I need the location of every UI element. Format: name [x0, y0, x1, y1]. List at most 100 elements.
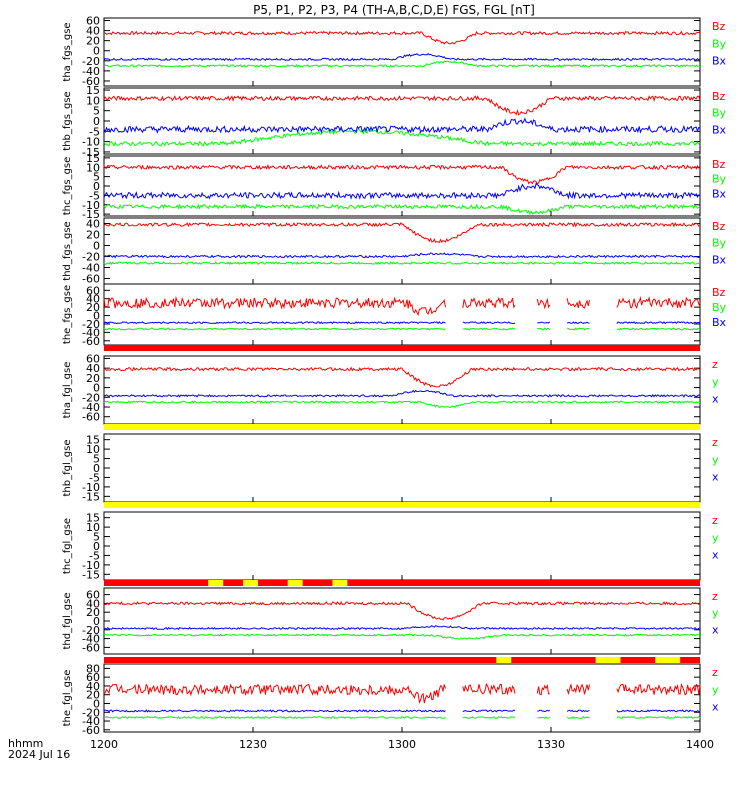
series-z-line: [103, 366, 701, 388]
status-segment-yellow: [104, 502, 700, 508]
status-segment-red: [257, 580, 288, 586]
panel-frame: [103, 17, 701, 87]
y-tick-label: 40: [86, 597, 100, 610]
series-Bz-line: [103, 30, 701, 45]
y-tick-label: 5: [93, 171, 100, 184]
status-segment-red: [223, 580, 244, 586]
series-x-line: [103, 624, 701, 631]
y-tick-label: -20: [82, 624, 100, 637]
series-By-line: [103, 60, 701, 68]
y-axis-label: the_fgl_gse: [62, 670, 73, 727]
y-tick-label: 10: [86, 521, 100, 534]
status-segment-red: [511, 657, 596, 663]
series-Bx-line: [103, 53, 701, 62]
legend-Bz: Bz: [712, 20, 726, 33]
legend-Bz: Bz: [712, 286, 726, 299]
y-tick-label: -10: [82, 136, 100, 149]
series-Bx-line: [103, 117, 701, 134]
y-axis-label: thd_fgl_gse: [62, 593, 73, 650]
y-axis-label: thb_fgl_gse: [62, 440, 73, 497]
y-tick-label: -60: [82, 335, 100, 348]
legend-Bx: Bx: [712, 316, 727, 329]
y-axis-label: thb_fgs_gse: [62, 91, 73, 150]
y-tick-label: 0: [93, 45, 100, 58]
series-y-line: [103, 633, 701, 640]
series-x-line: [103, 389, 701, 398]
panel-frame: [103, 587, 701, 655]
x-tick-label: 1330: [537, 738, 565, 751]
legend-y: y: [712, 683, 719, 696]
x-axis: 1200 1230 1300 1330 1400: [90, 738, 714, 751]
chart-title: P5, P1, P2, P3, P4 (TH-A,B,C,D,E) FGS, F…: [253, 3, 535, 17]
y-tick-label: -40: [82, 262, 100, 275]
y-tick-label: -40: [82, 65, 100, 78]
y-tick-label: 40: [86, 293, 100, 306]
y-tick-label: 0: [93, 240, 100, 253]
y-axis-label: thd_fgs_gse: [62, 221, 73, 280]
series-Bz-line: [103, 296, 701, 317]
y-tick-label: 60: [86, 671, 100, 684]
series-Bx-line: [103, 321, 701, 325]
legend-Bx: Bx: [712, 123, 727, 136]
legend-z: z: [712, 590, 718, 603]
status-segment-red: [104, 657, 497, 663]
series-y-line: [103, 715, 701, 720]
legend-Bz: Bz: [712, 90, 726, 103]
y-axis-label: thc_fgl_gse: [62, 518, 73, 574]
status-segment-yellow: [104, 424, 700, 430]
legend-z: z: [712, 514, 718, 527]
y-tick-label: 10: [86, 161, 100, 174]
panel-frame: [103, 355, 701, 425]
legend-Bx: Bx: [712, 187, 727, 200]
legend-x: x: [712, 393, 719, 406]
y-tick-label: 0: [93, 540, 100, 553]
legend-x: x: [712, 623, 719, 636]
y-tick-label: 10: [86, 443, 100, 456]
series-y-line: [103, 400, 701, 409]
y-tick-label: 20: [86, 689, 100, 702]
legend-Bx: Bx: [712, 253, 727, 266]
status-bar: [104, 502, 700, 508]
y-tick-label: 0: [93, 180, 100, 193]
panel-frame: [103, 511, 701, 581]
status-bar: [104, 657, 700, 663]
status-segment-yellow: [595, 657, 621, 663]
series-Bz-line: [103, 95, 701, 116]
y-tick-label: -10: [82, 481, 100, 494]
y-tick-label: -10: [82, 199, 100, 212]
series-z-line: [103, 601, 701, 621]
status-segment-yellow: [208, 580, 224, 586]
x-axis-unit-label: hhmm: [8, 737, 43, 750]
panel-frame: [103, 217, 701, 285]
y-tick-label: 0: [93, 697, 100, 710]
legend-y: y: [712, 453, 719, 466]
y-tick-label: -40: [82, 326, 100, 339]
legend-y: y: [712, 531, 719, 544]
y-tick-label: -40: [82, 715, 100, 728]
legend-Bz: Bz: [712, 158, 726, 171]
series-By-line: [103, 261, 701, 266]
y-axis-label: tha_fgl_gse: [62, 362, 73, 419]
legend-x: x: [712, 701, 719, 714]
legend-By: By: [712, 237, 727, 250]
y-tick-label: -20: [82, 251, 100, 264]
y-tick-label: -20: [82, 391, 100, 404]
panel-frame: [103, 283, 701, 346]
y-tick-label: 60: [86, 284, 100, 297]
y-tick-label: 5: [93, 531, 100, 544]
y-tick-label: -40: [82, 633, 100, 646]
panel-frame: [103, 433, 701, 503]
panels-layer: tha_fgs_gse6040200-20-40-60BzByBxthb_fgs…: [62, 15, 727, 737]
x-tick-label: 1230: [239, 738, 267, 751]
status-segment-yellow: [655, 657, 681, 663]
status-segment-red: [104, 580, 209, 586]
legend-y: y: [712, 607, 719, 620]
legend-By: By: [712, 301, 727, 314]
y-tick-label: -60: [82, 411, 100, 424]
